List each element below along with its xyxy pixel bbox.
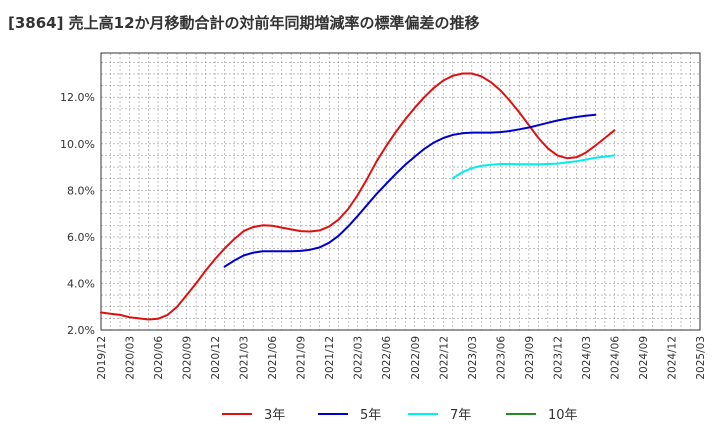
axis-layer: 2.0% 4.0% 6.0% 8.0% 10.0% 12.0% 2019/12 2020/03… xyxy=(60,52,707,380)
chart-title: [3864] 売上高12か月移動合計の対前年同期増減率の標準偏差の推移 xyxy=(8,14,480,32)
grid-layer xyxy=(100,53,701,331)
x-tick-label: 2024/06 xyxy=(609,336,621,380)
legend-label-2: 5年 xyxy=(360,408,381,423)
x-tick-label: 2020/09 xyxy=(182,336,194,380)
y-tick-label: 10.0% xyxy=(60,138,95,151)
x-tick-label: 2023/06 xyxy=(495,336,507,380)
plot-background xyxy=(101,53,700,330)
y-tick-label: 4.0% xyxy=(67,277,95,290)
series-line-3 xyxy=(451,154,616,180)
x-tick-label: 2021/09 xyxy=(296,336,308,380)
y-tick-label: 2.0% xyxy=(67,324,95,337)
series-line-1 xyxy=(100,72,616,321)
x-tick-label: 2022/12 xyxy=(438,336,450,380)
x-tick-label: 2020/03 xyxy=(125,336,137,380)
x-tick-label: 2022/09 xyxy=(410,336,422,380)
x-tick-label: 2022/03 xyxy=(353,336,365,380)
x-tick-label: 2025/03 xyxy=(695,336,707,380)
series-layer xyxy=(100,72,616,321)
x-tick-label: 2024/12 xyxy=(666,336,678,380)
x-tick-label: 2021/03 xyxy=(239,336,251,380)
legend: 3年 5年 7年 10年 xyxy=(222,408,578,423)
x-tick-label: 2023/09 xyxy=(524,336,536,380)
x-tick-label: 2020/12 xyxy=(210,336,222,380)
x-tick-label: 2024/09 xyxy=(638,336,650,380)
x-tick-label: 2023/03 xyxy=(467,336,479,380)
x-tick-label: 2022/06 xyxy=(381,336,393,380)
x-tick-label: 2020/06 xyxy=(153,336,165,380)
x-tick-label: 2019/12 xyxy=(96,336,108,380)
legend-label-1: 3年 xyxy=(264,408,285,423)
x-tick-label: 2024/03 xyxy=(581,336,593,380)
series-line-2 xyxy=(223,113,597,268)
y-tick-label: 6.0% xyxy=(67,231,95,244)
x-tick-label: 2021/12 xyxy=(324,336,336,380)
x-tick-label: 2023/12 xyxy=(552,336,564,380)
legend-label-4: 10年 xyxy=(548,408,578,423)
plot-frame xyxy=(100,52,701,331)
y-tick-label: 12.0% xyxy=(60,91,95,104)
x-tick-label: 2021/06 xyxy=(267,336,279,380)
y-tick-label: 8.0% xyxy=(67,184,95,197)
legend-label-3: 7年 xyxy=(450,408,471,423)
